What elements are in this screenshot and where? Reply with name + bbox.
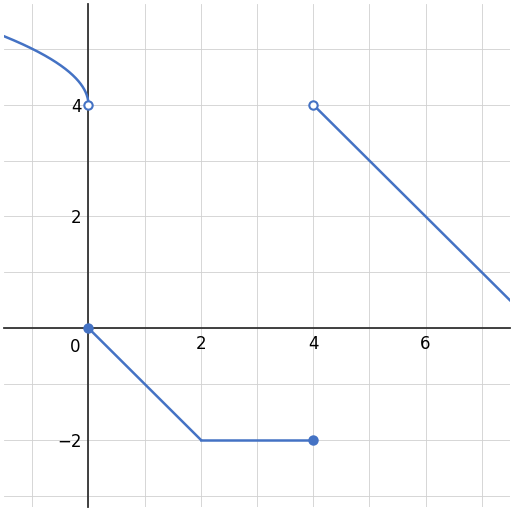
Text: 0: 0 bbox=[69, 338, 80, 356]
